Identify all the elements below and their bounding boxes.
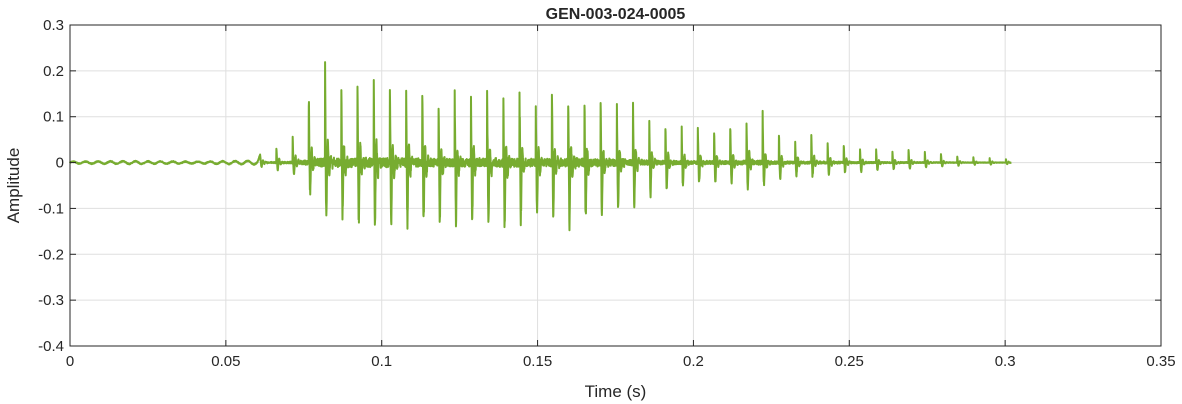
x-tick-label: 0.25 [835, 353, 864, 370]
x-tick-label: 0.2 [683, 353, 704, 370]
tick-layer: 0 0.05 0.1 0.15 0.2 0.25 0.3 0.35 -0.4 -0.3 -0.2 -0… [38, 17, 1175, 370]
waveform-line [69, 61, 1013, 232]
y-axis-label: Amplitude [4, 148, 23, 224]
x-tick-label: 0 [66, 353, 74, 370]
axes-frame [69, 24, 1162, 347]
y-tick-label: 0 [56, 155, 64, 172]
y-tick-label: 0.1 [43, 109, 64, 126]
y-tick-label: -0.3 [38, 292, 64, 309]
x-tick-label: 0.35 [1146, 353, 1175, 370]
y-tick-label: 0.3 [43, 17, 64, 34]
chart-title: GEN-003-024-0005 [546, 6, 686, 23]
y-tick-label: -0.1 [38, 200, 64, 217]
x-tick-label: 0.1 [371, 353, 392, 370]
y-tick-label: -0.2 [38, 246, 64, 263]
x-tick-label: 0.15 [523, 353, 552, 370]
x-tick-label: 0.3 [995, 353, 1016, 370]
x-tick-label: 0.05 [211, 353, 240, 370]
y-tick-label: 0.2 [43, 63, 64, 80]
x-axis-label: Time (s) [585, 382, 647, 401]
y-tick-label: -0.4 [38, 338, 64, 355]
waveform-layer [69, 61, 1013, 232]
